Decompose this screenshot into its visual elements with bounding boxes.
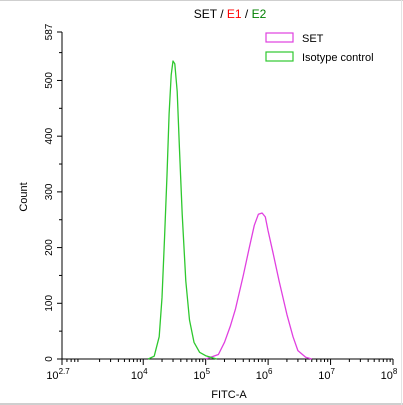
y-axis-label: Count xyxy=(18,182,30,211)
series-layer xyxy=(147,60,312,360)
x-tick-label: 107 xyxy=(318,367,335,382)
y-tick-label: 500 xyxy=(44,72,55,89)
x-tick-label: 102.7 xyxy=(46,367,70,382)
x-tick-label: 104 xyxy=(131,367,148,382)
chart-title-part: E2 xyxy=(252,7,267,21)
chart-title-part: SET xyxy=(194,7,218,21)
series-line-set xyxy=(205,212,312,360)
legend-swatch xyxy=(265,32,294,43)
x-tick-base: 10 xyxy=(256,370,268,382)
x-tick-exponent: 4 xyxy=(143,367,148,376)
x-tick-exponent: 2.7 xyxy=(59,367,71,376)
chart-title-part: / xyxy=(217,7,227,21)
frame-border-top xyxy=(0,0,403,1)
x-axis-label: FITC-A xyxy=(211,389,247,401)
chart-title: SET / E1 / E2 xyxy=(194,7,267,21)
x-tick-label: 105 xyxy=(193,367,210,382)
x-tick-base: 10 xyxy=(381,370,393,382)
frame-border-right xyxy=(401,0,402,405)
x-tick-exponent: 6 xyxy=(268,367,273,376)
x-tick-base: 10 xyxy=(318,370,330,382)
frame-border-bottom xyxy=(0,403,403,405)
legend-label: Isotype control xyxy=(302,52,374,64)
series-line-isotype-control xyxy=(147,60,217,360)
y-tick-label: 0 xyxy=(44,356,55,362)
x-tick-label: 106 xyxy=(256,367,273,382)
x-tick-base: 10 xyxy=(193,370,205,382)
x-tick-base: 10 xyxy=(46,370,58,382)
y-tick-label: 400 xyxy=(44,127,55,144)
y-tick-label: 100 xyxy=(44,295,55,312)
y-tick-label: 300 xyxy=(44,183,55,200)
x-tick-label: 108 xyxy=(381,367,398,382)
legend-label: SET xyxy=(302,33,324,45)
y-tick-label: 200 xyxy=(44,239,55,256)
chart-title-part: E1 xyxy=(227,7,242,21)
x-tick-exponent: 7 xyxy=(330,367,335,376)
x-tick-exponent: 8 xyxy=(393,367,398,376)
legend: SET Isotype control xyxy=(265,32,374,64)
chart-title-part: / xyxy=(242,7,252,21)
x-tick-exponent: 5 xyxy=(206,367,211,376)
y-tick-label: 587 xyxy=(44,23,55,40)
legend-swatch xyxy=(265,51,294,62)
x-tick-base: 10 xyxy=(131,370,143,382)
